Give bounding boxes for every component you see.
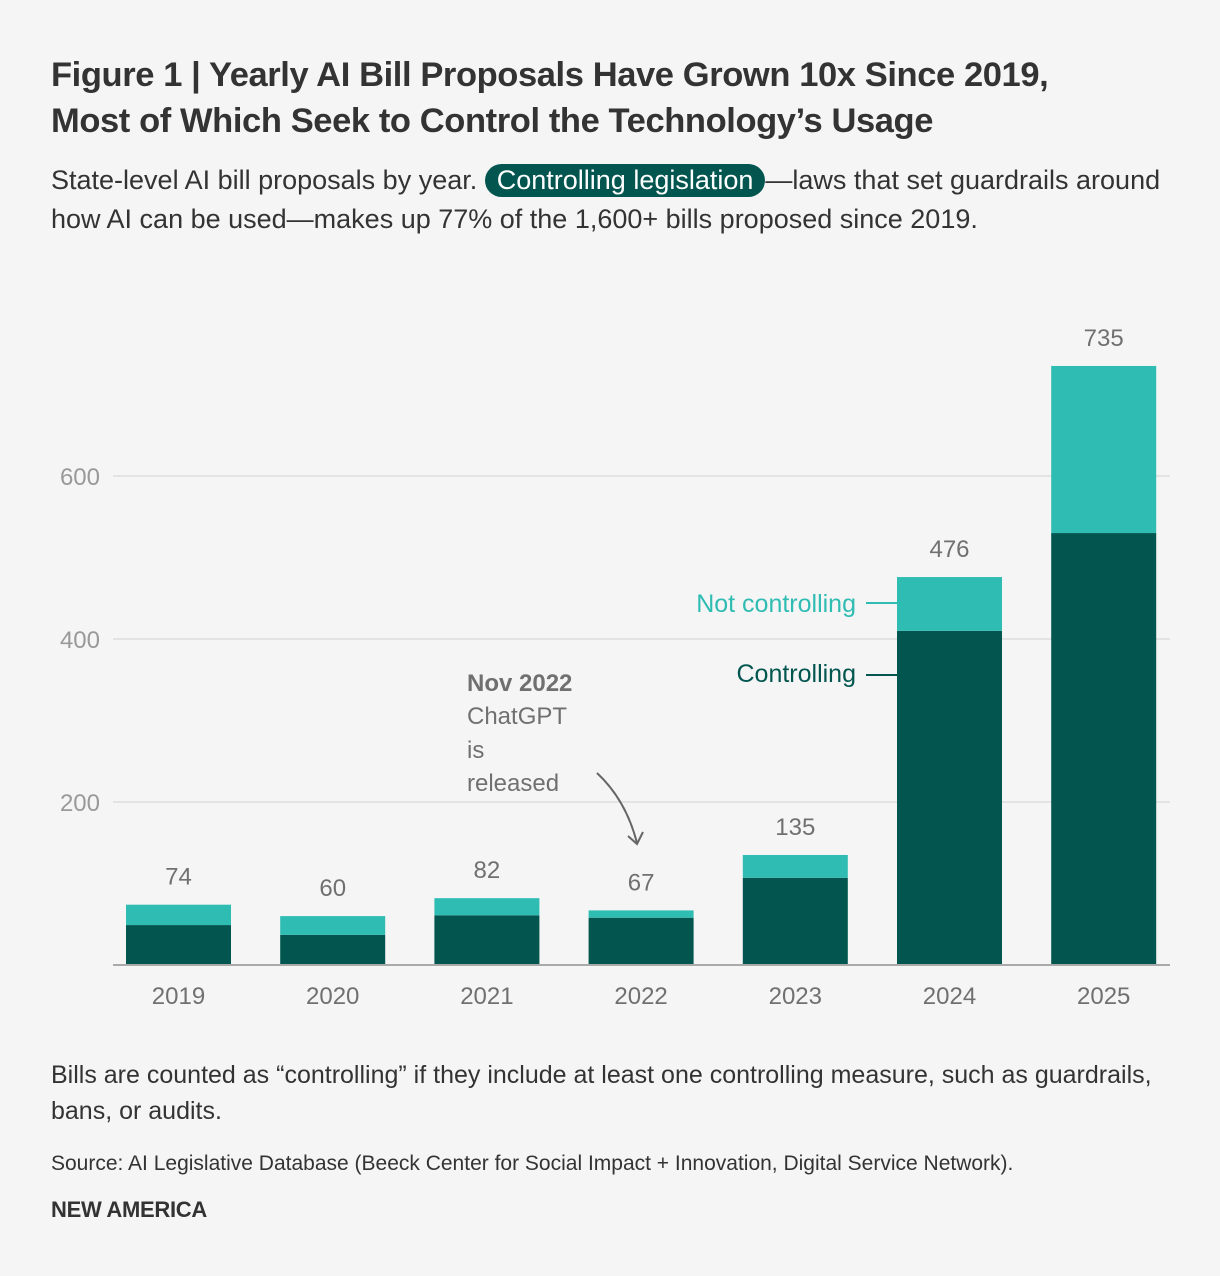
total-label: 82	[474, 857, 501, 884]
total-label: 60	[319, 875, 346, 902]
bar-group-2024	[897, 577, 1002, 965]
bar-controlling	[434, 915, 540, 965]
total-label: 67	[628, 869, 655, 896]
bar-not-controlling	[897, 577, 1002, 631]
bars	[126, 365, 1157, 965]
x-tick-label: 2019	[152, 983, 205, 1010]
bar-not-controlling	[280, 916, 386, 935]
x-tick-label: 2022	[614, 983, 667, 1010]
annotation-line: is	[467, 737, 484, 764]
y-axis-ticks: 200 400 600	[60, 464, 100, 817]
bar-controlling	[126, 925, 231, 965]
x-tick-label: 2020	[306, 983, 359, 1010]
bar-not-controlling	[588, 910, 694, 918]
y-tick-label: 200	[60, 790, 100, 817]
x-tick-label: 2021	[460, 983, 513, 1010]
inline-legend: Not controlling Controlling	[696, 590, 897, 688]
y-tick-label: 600	[60, 464, 100, 491]
bar-not-controlling	[126, 904, 231, 926]
source-note: Source: AI Legislative Database (Beeck C…	[51, 1152, 1014, 1175]
x-tick-label: 2023	[769, 983, 822, 1010]
bar-group-2022	[588, 910, 694, 965]
bar-group-2025	[1051, 365, 1157, 965]
stacked-bar-chart: 200 400 600 2019 2020 2021 2022 2023 2024 2025 7…	[60, 325, 1170, 1010]
legend-controlling-label: Controlling	[736, 660, 856, 688]
chart-title: Figure 1 | Yearly AI Bill Proposals Have…	[51, 52, 1191, 144]
annotation-arrow-icon	[596, 772, 638, 844]
annotation-line: released	[467, 770, 559, 797]
bar-group-2021	[434, 898, 540, 965]
annotation-heading: Nov 2022	[467, 670, 572, 697]
bar-not-controlling	[742, 854, 848, 878]
bar-controlling	[742, 877, 848, 965]
chart-subtitle: State-level AI bill proposals by year. C…	[51, 161, 1181, 239]
annotation-line: ChatGPT	[467, 703, 567, 730]
controlling-legislation-highlight: Controlling legislation	[484, 164, 766, 197]
subtitle-intro: State-level AI bill proposals by year.	[51, 165, 478, 195]
total-label: 74	[165, 864, 192, 891]
x-tick-label: 2025	[1077, 983, 1130, 1010]
total-label: 476	[929, 536, 969, 563]
bar-group-2019	[126, 904, 231, 965]
bar-not-controlling	[1051, 365, 1157, 534]
brand-logo: NEW AMERICA	[51, 1197, 207, 1222]
x-tick-label: 2024	[923, 983, 976, 1010]
bar-group-2023	[742, 854, 848, 965]
x-axis-ticks: 2019 2020 2021 2022 2023 2024 2025	[152, 983, 1131, 1010]
chatgpt-annotation: Nov 2022 ChatGPT is released	[467, 670, 644, 846]
chart-title-line-2: Most of Which Seek to Control the Techno…	[51, 102, 934, 140]
annotation-arrowhead-icon	[627, 831, 644, 846]
subtitle-rest: —laws that set guardrails around how AI …	[51, 165, 1161, 234]
bar-not-controlling	[434, 898, 540, 916]
gridlines	[113, 475, 1170, 803]
total-label: 735	[1084, 325, 1124, 352]
y-tick-label: 400	[60, 627, 100, 654]
total-labels: 74 60 82 67 135 476 735	[165, 325, 1124, 902]
total-label: 135	[775, 814, 815, 841]
chart-title-line-1: Figure 1 | Yearly AI Bill Proposals Have…	[51, 56, 1049, 94]
bar-controlling	[280, 934, 386, 965]
bar-controlling	[588, 917, 694, 965]
bar-group-2020	[280, 916, 386, 965]
bar-controlling	[1051, 533, 1157, 965]
bar-controlling	[897, 630, 1002, 965]
legend-not-controlling-label: Not controlling	[696, 590, 856, 618]
methodology-note: Bills are counted as “controlling” if th…	[51, 1061, 1152, 1125]
